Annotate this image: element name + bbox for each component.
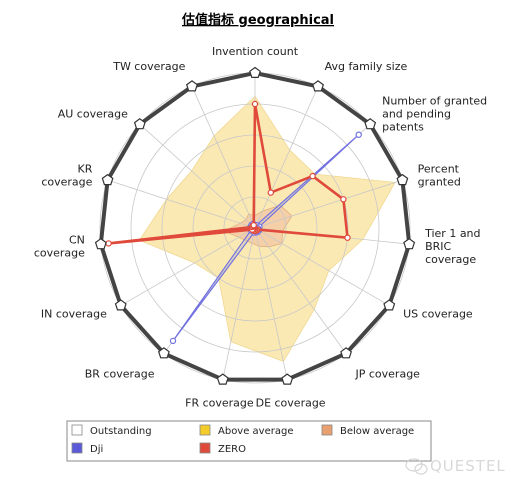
- vertex-marker: [101, 173, 114, 186]
- axis-label: BR coverage: [85, 367, 155, 380]
- point-zero: [251, 100, 259, 108]
- axis-label: TW coverage: [112, 60, 185, 73]
- spoke-line: [191, 86, 256, 229]
- vertex-marker: [133, 118, 146, 130]
- legend-label: ZERO: [218, 444, 246, 455]
- legend-box: [66, 420, 432, 462]
- legend-swatch: [199, 424, 211, 436]
- axis-label: DE coverage: [256, 396, 326, 409]
- axis-label: Tier 1 and BRIC coverage: [424, 227, 480, 266]
- point-dji: [355, 131, 362, 138]
- legend-label: Dji: [90, 444, 103, 455]
- spoke-line: [254, 86, 319, 229]
- vertex-marker: [114, 299, 127, 311]
- axis-label-line: FR coverage: [185, 396, 254, 409]
- axis-label: Percent granted: [418, 163, 461, 189]
- outer-boundary: [98, 71, 412, 382]
- legend-label: Above average: [218, 426, 294, 437]
- spoke-line: [107, 179, 256, 229]
- point-zero: [340, 196, 347, 203]
- point-dji: [169, 337, 177, 345]
- axis-label: IN coverage: [41, 308, 107, 321]
- spoke-line: [254, 179, 403, 229]
- axis-label-line: Avg family size: [325, 60, 408, 73]
- legend-swatch: [71, 442, 83, 454]
- spoke-line: [254, 227, 347, 354]
- watermark: QUESTEL: [405, 457, 506, 475]
- legend-swatch: [321, 424, 333, 436]
- axis-label: Invention count: [212, 45, 299, 58]
- vertex-marker: [403, 237, 416, 250]
- wechat-icon: [405, 458, 423, 472]
- axis-label-line: Percent: [418, 163, 460, 176]
- legend-swatch: [71, 424, 83, 436]
- axis-label-line: US coverage: [403, 308, 473, 321]
- axis-label-line: patents: [382, 121, 424, 134]
- axis-label: FR coverage: [185, 396, 254, 409]
- axis-label-line: BR coverage: [85, 367, 155, 380]
- point-zero: [250, 221, 257, 229]
- axis-label-line: Number of granted: [382, 95, 487, 108]
- axis-label-line: granted: [418, 176, 461, 189]
- vertex-marker: [396, 173, 409, 186]
- spoke-line: [120, 227, 256, 306]
- axis-label-line: TW coverage: [112, 60, 185, 73]
- axis-label: KR coverage: [41, 163, 92, 189]
- legend-label: Below average: [340, 426, 414, 437]
- axis-label-line: Invention count: [212, 45, 299, 58]
- wechat-icon-bubble: [414, 463, 428, 475]
- axis-label-line: KR: [78, 163, 93, 176]
- spoke-line: [254, 227, 390, 306]
- axis-label-line: JP coverage: [355, 367, 421, 380]
- watermark-text: QUESTEL: [430, 457, 506, 475]
- axis-label: Avg family size: [325, 60, 408, 73]
- axis-label-line: and pending: [382, 108, 451, 121]
- vertex-marker: [364, 118, 377, 130]
- axis-label: CN coverage: [34, 233, 85, 259]
- axis-label-line: coverage: [41, 176, 92, 189]
- legend-swatch: [199, 442, 211, 454]
- axis-label: Number of granted and pending patents: [382, 95, 487, 134]
- point-zero: [309, 172, 316, 180]
- axis-label: JP coverage: [355, 367, 421, 380]
- vertex-marker: [216, 373, 229, 385]
- axis-label-line: AU coverage: [58, 108, 128, 121]
- axis-label-line: DE coverage: [256, 396, 326, 409]
- vertex-marker: [281, 373, 294, 385]
- axis-label-line: coverage: [425, 253, 476, 266]
- spoke-line: [139, 124, 256, 229]
- legend-label: Outstanding: [90, 426, 152, 437]
- chart-title: 估值指标 geographical: [181, 12, 334, 28]
- axis-label-line: CN: [69, 233, 85, 246]
- vertex-marker: [94, 237, 107, 250]
- vertex-marker: [157, 347, 170, 359]
- point-zero: [105, 240, 112, 247]
- axis-label: US coverage: [403, 308, 473, 321]
- axis-label-line: IN coverage: [41, 308, 107, 321]
- axis-label-line: BRIC: [425, 240, 451, 253]
- vertex-marker: [249, 66, 261, 79]
- axis-label-line: coverage: [34, 246, 85, 259]
- vertex-marker: [383, 299, 396, 311]
- vertex-marker: [340, 347, 353, 359]
- legend: Outstanding Above average Below average Dji…: [66, 420, 432, 462]
- point-zero: [267, 189, 274, 196]
- axis-label: AU coverage: [58, 108, 128, 121]
- vertex-marker: [185, 80, 198, 92]
- spoke-line: [254, 227, 288, 380]
- point-zero: [344, 234, 351, 241]
- spoke-line: [222, 227, 256, 380]
- axis-label-line: Tier 1 and: [424, 227, 480, 240]
- vertex-marker: [312, 80, 325, 92]
